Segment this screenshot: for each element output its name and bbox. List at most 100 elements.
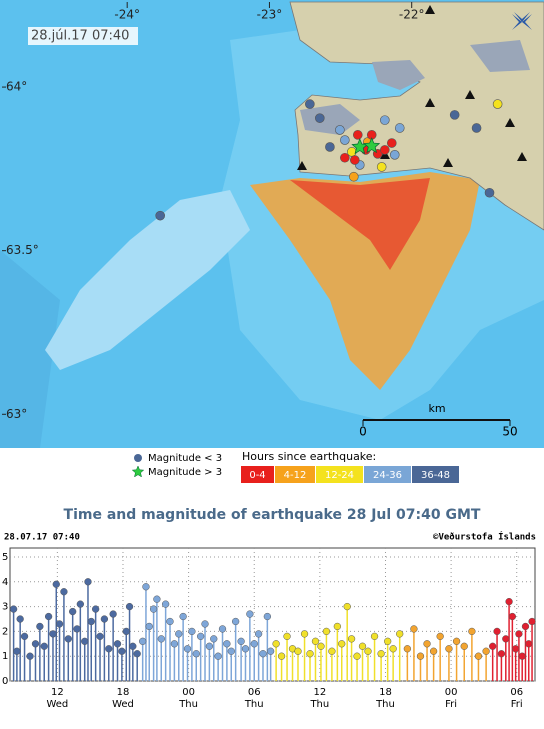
quake-dot bbox=[52, 580, 60, 588]
quake-dot bbox=[166, 617, 174, 626]
quake-dot bbox=[125, 602, 134, 611]
map: 28.júl.17 07:40 bbox=[0, 0, 544, 448]
quake bbox=[340, 152, 350, 163]
logo bbox=[512, 12, 532, 30]
quake-dot bbox=[250, 640, 258, 648]
quake bbox=[389, 150, 400, 160]
quake-dot bbox=[389, 645, 397, 653]
x-tick-day: Thu bbox=[375, 699, 395, 710]
quake-dot bbox=[183, 645, 192, 653]
x-tick-label: -24° bbox=[114, 8, 140, 22]
quake-dot bbox=[91, 605, 100, 613]
quake bbox=[335, 125, 345, 135]
x-tick-day: Thu bbox=[244, 699, 264, 710]
quake-dot bbox=[254, 630, 263, 638]
quake-dot bbox=[283, 632, 291, 641]
x-tick-label: 18 bbox=[379, 687, 392, 698]
quake bbox=[449, 110, 460, 120]
x-tick-label: 00 bbox=[445, 687, 458, 698]
quake-dot bbox=[69, 607, 77, 616]
x-tick-label: 00 bbox=[182, 687, 195, 698]
x-tick-label: 06 bbox=[510, 687, 523, 698]
quake bbox=[349, 155, 360, 165]
quake-dot bbox=[259, 650, 267, 658]
quake bbox=[315, 113, 325, 123]
quake-dot bbox=[192, 650, 200, 658]
quake-dot bbox=[44, 612, 53, 621]
plot-frame bbox=[9, 547, 536, 682]
quake-dot bbox=[502, 635, 510, 643]
timestamp-box bbox=[28, 27, 138, 45]
quake-dot bbox=[196, 632, 205, 641]
quake-dot bbox=[96, 632, 104, 641]
deep-ocean bbox=[0, 250, 60, 448]
quake-dot bbox=[142, 583, 150, 591]
quake-dot bbox=[521, 622, 530, 631]
quake bbox=[380, 145, 390, 155]
legend-title: Hours since earthquake: bbox=[242, 450, 376, 463]
quake-dot bbox=[343, 602, 351, 611]
quake-dot bbox=[429, 647, 438, 655]
legend-swatch bbox=[316, 466, 363, 483]
quake-dot bbox=[81, 637, 89, 645]
y-tick-label: 2 bbox=[2, 626, 8, 637]
quake-dot bbox=[129, 642, 137, 650]
quake-dot bbox=[384, 637, 392, 645]
quake-dot bbox=[237, 637, 245, 645]
quake-dot bbox=[26, 652, 34, 660]
legend-symbol bbox=[134, 454, 142, 462]
quake-dot bbox=[76, 600, 84, 608]
legend-entry: 24-36 bbox=[373, 470, 402, 481]
quake-dot bbox=[13, 647, 21, 655]
legend-entry: 12-24 bbox=[325, 470, 354, 481]
large-quake bbox=[363, 137, 381, 154]
quake-dot bbox=[157, 635, 165, 643]
quake-dot bbox=[170, 640, 179, 648]
quake-dot bbox=[277, 652, 286, 660]
quake-dot bbox=[161, 600, 170, 608]
legend-entry: 0-4 bbox=[249, 470, 265, 481]
legend-swatch bbox=[364, 466, 411, 483]
x-tick-day: Wed bbox=[46, 699, 68, 710]
quake-dot bbox=[364, 647, 372, 655]
quake-dot bbox=[16, 615, 24, 623]
map-timestamp: 28.júl.17 07:40 bbox=[31, 29, 129, 44]
quake-dot bbox=[272, 640, 280, 648]
quake-dot bbox=[358, 642, 367, 650]
quake-dot bbox=[266, 647, 275, 655]
quake-dot bbox=[333, 622, 342, 631]
quake bbox=[380, 115, 390, 125]
quake-dot bbox=[460, 642, 468, 650]
y-tick-label: 63.5° bbox=[6, 243, 39, 257]
quake-dot bbox=[396, 630, 404, 638]
quake-dot bbox=[227, 647, 235, 655]
quake-dot bbox=[153, 595, 161, 603]
quake-dot bbox=[515, 630, 523, 638]
legend-swatch bbox=[241, 466, 274, 483]
quake-dot bbox=[31, 640, 40, 648]
quake-dot bbox=[518, 652, 526, 660]
quake-dot bbox=[113, 640, 122, 648]
quake-dot bbox=[452, 637, 461, 645]
quake bbox=[325, 142, 335, 152]
quake-dot bbox=[118, 647, 126, 655]
quake bbox=[484, 187, 495, 198]
quake-dot bbox=[468, 627, 476, 636]
quake-dot bbox=[410, 625, 418, 633]
y-tick-label: 0 bbox=[2, 676, 8, 687]
x-tick-label: -22° bbox=[399, 8, 425, 22]
urban-area bbox=[300, 40, 530, 135]
credit: ©Veðurstofa Íslands bbox=[433, 531, 536, 543]
quake-dot bbox=[474, 652, 483, 660]
quake-dot bbox=[241, 645, 250, 653]
quake-dot bbox=[511, 645, 520, 653]
quake-dot bbox=[263, 612, 272, 621]
quake bbox=[305, 99, 315, 109]
x-tick-label: 12 bbox=[313, 687, 326, 698]
quake-dot bbox=[210, 635, 218, 643]
legend-entry: 36-48 bbox=[421, 470, 450, 481]
x-tick-day: Wed bbox=[112, 699, 134, 710]
quake-dot bbox=[445, 645, 453, 653]
quake-dot bbox=[179, 612, 187, 621]
quake-dot bbox=[214, 652, 222, 660]
